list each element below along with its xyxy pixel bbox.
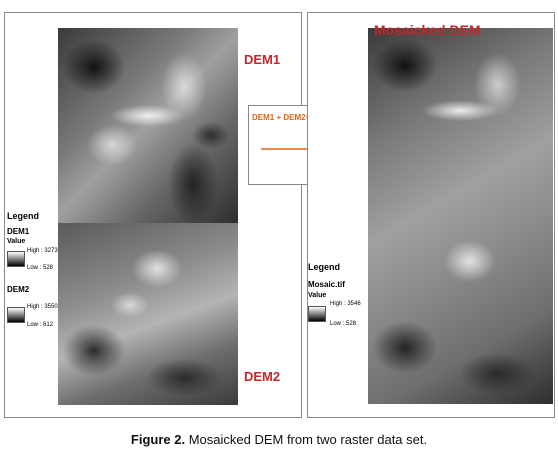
legend-dem1-value-label: Value bbox=[7, 238, 26, 245]
mosaic-title: Mosaicked DEM bbox=[374, 22, 481, 38]
legend-title: Legend bbox=[308, 262, 341, 272]
legend-dem1-high: High : 3273 bbox=[27, 248, 58, 254]
legend-title: Legend bbox=[7, 211, 40, 221]
dem2-raster bbox=[58, 223, 238, 405]
legend-dem2-high: High : 3550 bbox=[27, 304, 58, 310]
legend-mosaic-high: High : 3546 bbox=[330, 301, 361, 307]
legend-mosaic-low: Low : 528 bbox=[330, 321, 357, 327]
operation-text: DEM1 + DEM2=Mosaic DEM bbox=[252, 113, 358, 122]
caption-label: Figure 2. bbox=[130, 432, 186, 447]
legend-mosaic-value-label: Value bbox=[308, 292, 327, 299]
legend-dem2-low: Low : 612 bbox=[27, 322, 54, 328]
dem1-raster bbox=[58, 28, 238, 223]
dem2-color-ramp bbox=[7, 307, 25, 323]
legend-dem1-name: DEM1 bbox=[7, 227, 30, 236]
legend-dem1-low: Low : 528 bbox=[27, 265, 54, 271]
dem2-label: DEM2 bbox=[244, 369, 281, 384]
figure-caption: Figure 2. Mosaicked DEM from two raster … bbox=[0, 432, 558, 447]
dem1-color-ramp bbox=[7, 251, 25, 267]
dem1-label: DEM1 bbox=[244, 52, 281, 67]
mosaic-color-ramp bbox=[308, 306, 326, 322]
caption-text: Mosaicked DEM from two raster data set. bbox=[185, 432, 428, 447]
mosaic-raster bbox=[368, 28, 553, 404]
legend-dem2-name: DEM2 bbox=[7, 285, 30, 294]
legend-mosaic-name: Mosaic.tif bbox=[308, 280, 345, 289]
